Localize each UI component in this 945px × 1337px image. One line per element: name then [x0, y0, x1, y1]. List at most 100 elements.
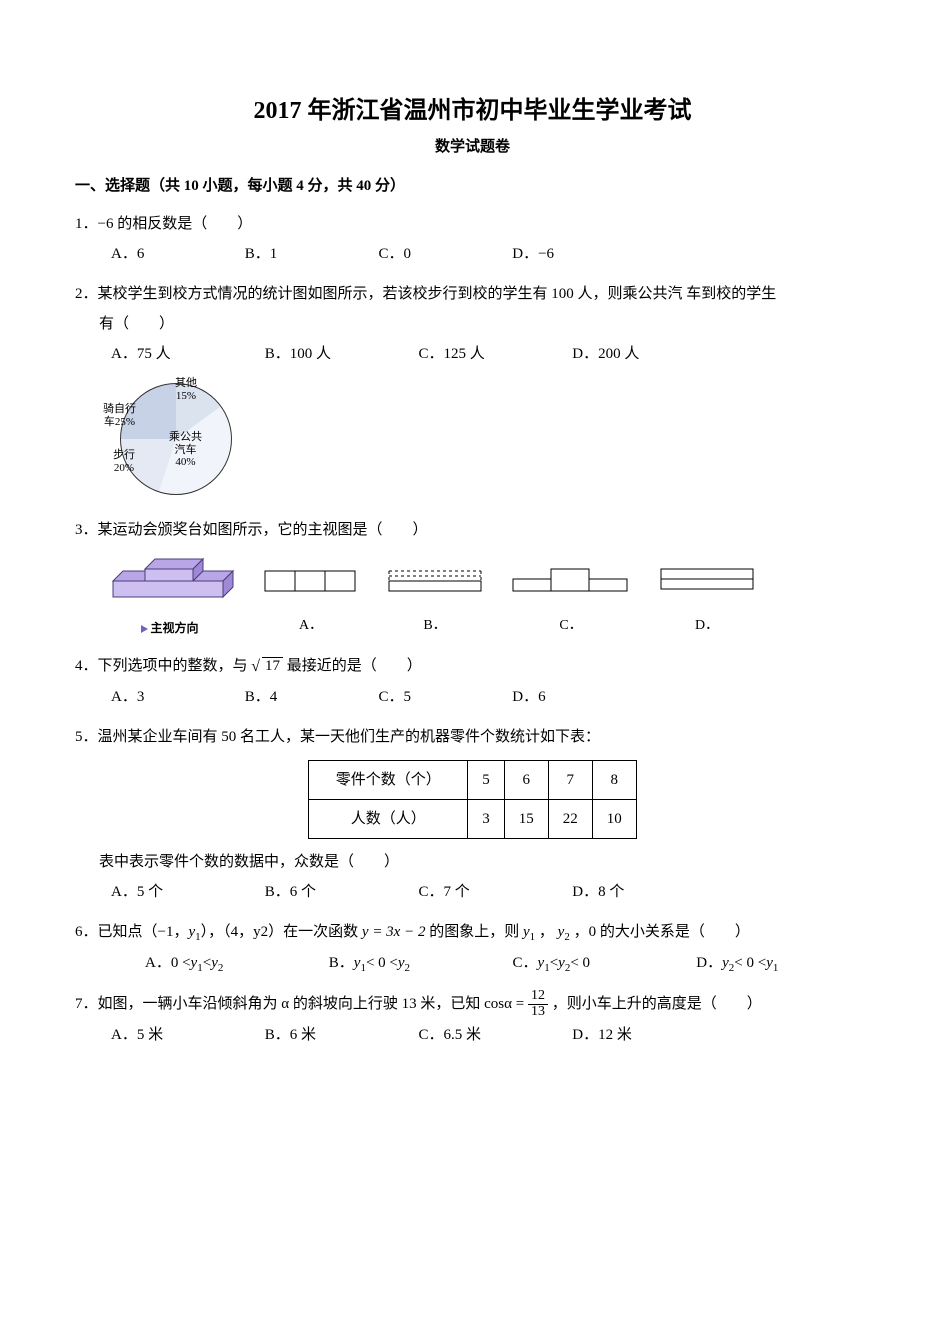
page-subtitle: 数学试题卷: [75, 135, 870, 156]
q5-table: 零件个数（个） 5 6 7 8 人数（人） 3 15 22 10: [308, 760, 637, 839]
sqrt-icon: 17: [251, 650, 283, 682]
q5-text: 5．温州某企业车间有 50 名工人，某一天他们生产的机器零件个数统计如下表：: [75, 722, 870, 752]
question-2: 2．某校学生到校方式情况的统计图如图所示，若该校步行到校的学生有 100 人，则…: [75, 279, 870, 505]
q5-row2-head: 人数（人）: [309, 800, 468, 839]
q6-opt-d: D．y2 < 0 < y1: [696, 948, 856, 979]
q5-options: A．5 个 B．6 个 C．7 个 D．8 个: [111, 877, 870, 907]
q4-post: 最接近的是（ ）: [287, 658, 422, 674]
q2-text2: 有（ ）: [99, 309, 870, 339]
q6-mid3: ，0 的大小关系是（ ）: [570, 924, 750, 940]
fraction-icon: 12 13: [528, 989, 548, 1019]
q6-comma: ，: [535, 924, 558, 940]
q2-text: 2．某校学生到校方式情况的统计图如图所示，若该校步行到校的学生有 100 人，则…: [75, 279, 870, 309]
pie-label-other: 其他15%: [175, 377, 197, 402]
q5-cell: 5: [468, 761, 505, 800]
q3-figures: 主视方向 A． B．: [105, 551, 870, 640]
question-5: 5．温州某企业车间有 50 名工人，某一天他们生产的机器零件个数统计如下表： 零…: [75, 722, 870, 907]
q3-option-d: D．: [659, 565, 755, 640]
q7-num: 12: [528, 989, 548, 1005]
q2-opt-b: B．100 人: [265, 339, 415, 369]
section-heading: 一、选择题（共 10 小题，每小题 4 分，共 40 分）: [75, 174, 870, 195]
q5-cell: 6: [504, 761, 548, 800]
page-title: 2017 年浙江省温州市初中毕业生学业考试: [75, 90, 870, 125]
q7-pre: 7．如图，一辆小车沿倾斜角为 α 的斜坡向上行驶 13 米，已知 cosα =: [75, 996, 528, 1012]
q4-opt-b: B．4: [245, 682, 375, 712]
q6-pre: 6．已知点（−1，: [75, 924, 188, 940]
q5-cell: 8: [592, 761, 636, 800]
q3-caption: 主视方向: [105, 616, 235, 640]
q7-opt-c: C．6.5 米: [419, 1020, 569, 1050]
q3-c-label: C．: [511, 612, 631, 640]
q3-a-label: A．: [263, 612, 359, 640]
q6-options: A．0 < y1 < y2 B．y1 < 0 < y2 C．y1 < y2 < …: [145, 948, 870, 979]
q4-radicand: 17: [262, 657, 283, 674]
table-row: 零件个数（个） 5 6 7 8: [309, 761, 637, 800]
q2-options: A．75 人 B．100 人 C．125 人 D．200 人: [111, 339, 870, 369]
q6-opt-b: B．y1 < 0 < y2: [329, 948, 509, 979]
q5-row1-head: 零件个数（个）: [309, 761, 468, 800]
q4-text: 4．下列选项中的整数，与 17 最接近的是（ ）: [75, 650, 870, 682]
q7-den: 13: [528, 1005, 548, 1020]
question-3: 3．某运动会颁奖台如图所示，它的主视图是（ ） 主视方向: [75, 515, 870, 640]
q5-cell: 3: [468, 800, 505, 839]
q5-opt-a: A．5 个: [111, 877, 261, 907]
q1-opt-d: D．−6: [512, 239, 642, 269]
q5-opt-d: D．8 个: [572, 877, 722, 907]
question-1: 1．−6 的相反数是（ ） A．6 B．1 C．0 D．−6: [75, 209, 870, 269]
q6-text: 6．已知点（−1，y1），（4，y2）在一次函数 y = 3x − 2 的图象上…: [75, 917, 870, 948]
arrow-icon: [141, 625, 148, 633]
q7-opt-d: D．12 米: [572, 1020, 722, 1050]
q4-pre: 4．下列选项中的整数，与: [75, 658, 251, 674]
table-row: 人数（人） 3 15 22 10: [309, 800, 637, 839]
q4-options: A．3 B．4 C．5 D．6: [111, 682, 870, 712]
q4-opt-a: A．3: [111, 682, 241, 712]
q4-opt-c: C．5: [379, 682, 509, 712]
q3-option-b: B．: [387, 565, 483, 640]
q7-text: 7．如图，一辆小车沿倾斜角为 α 的斜坡向上行驶 13 米，已知 cosα = …: [75, 989, 870, 1020]
q5-cell: 22: [548, 800, 592, 839]
q1-text: 1．−6 的相反数是（ ）: [75, 209, 870, 239]
q1-opt-a: A．6: [111, 239, 241, 269]
front-view-c-icon: [511, 565, 631, 595]
q3-text: 3．某运动会颁奖台如图所示，它的主视图是（ ）: [75, 515, 870, 545]
q5-opt-c: C．7 个: [419, 877, 569, 907]
q1-opt-b: B．1: [245, 239, 375, 269]
q6-opt-c: C．y1 < y2 < 0: [513, 948, 693, 979]
podium-icon: [105, 551, 235, 601]
q5-cell: 7: [548, 761, 592, 800]
q6-mid1: ），（4，y2）在一次函数: [201, 924, 362, 940]
pie-label-bike: 骑自行车25%: [103, 403, 136, 428]
q5-tail: 表中表示零件个数的数据中，众数是（ ）: [99, 847, 870, 877]
q7-opt-a: A．5 米: [111, 1020, 261, 1050]
q1-opt-c: C．0: [379, 239, 509, 269]
q7-post: ，则小车上升的高度是（ ）: [552, 996, 762, 1012]
q7-options: A．5 米 B．6 米 C．6.5 米 D．12 米: [111, 1020, 870, 1050]
q5-cell: 10: [592, 800, 636, 839]
q3-option-a: A．: [263, 565, 359, 640]
pie-label-bus: 乘公共汽车40%: [169, 431, 202, 469]
front-view-a-icon: [263, 565, 359, 595]
pie-label-walk: 步行20%: [113, 449, 135, 474]
q6-mid2: 的图象上，则: [425, 924, 523, 940]
question-7: 7．如图，一辆小车沿倾斜角为 α 的斜坡向上行驶 13 米，已知 cosα = …: [75, 989, 870, 1050]
q3-b-label: B．: [387, 612, 483, 640]
q3-caption-text: 主视方向: [150, 621, 198, 635]
q5-opt-b: B．6 个: [265, 877, 415, 907]
question-4: 4．下列选项中的整数，与 17 最接近的是（ ） A．3 B．4 C．5 D．6: [75, 650, 870, 712]
q7-opt-b: B．6 米: [265, 1020, 415, 1050]
q3-option-c: C．: [511, 565, 631, 640]
q6-opt-a: A．0 < y1 < y2: [145, 948, 325, 979]
q6-func: y = 3x − 2: [362, 924, 426, 940]
front-view-b-icon: [387, 565, 483, 595]
q4-opt-d: D．6: [512, 682, 642, 712]
q3-podium: 主视方向: [105, 551, 235, 640]
q2-opt-a: A．75 人: [111, 339, 261, 369]
question-6: 6．已知点（−1，y1），（4，y2）在一次函数 y = 3x − 2 的图象上…: [75, 917, 870, 979]
q2-opt-d: D．200 人: [572, 339, 722, 369]
q1-options: A．6 B．1 C．0 D．−6: [111, 239, 870, 269]
q6-y1b: y: [523, 924, 530, 940]
q5-cell: 15: [504, 800, 548, 839]
q2-opt-c: C．125 人: [419, 339, 569, 369]
exam-page: 2017 年浙江省温州市初中毕业生学业考试 数学试题卷 一、选择题（共 10 小…: [0, 0, 945, 1337]
q2-pie-chart: 其他15% 骑自行车25% 步行20% 乘公共汽车40%: [105, 375, 245, 505]
